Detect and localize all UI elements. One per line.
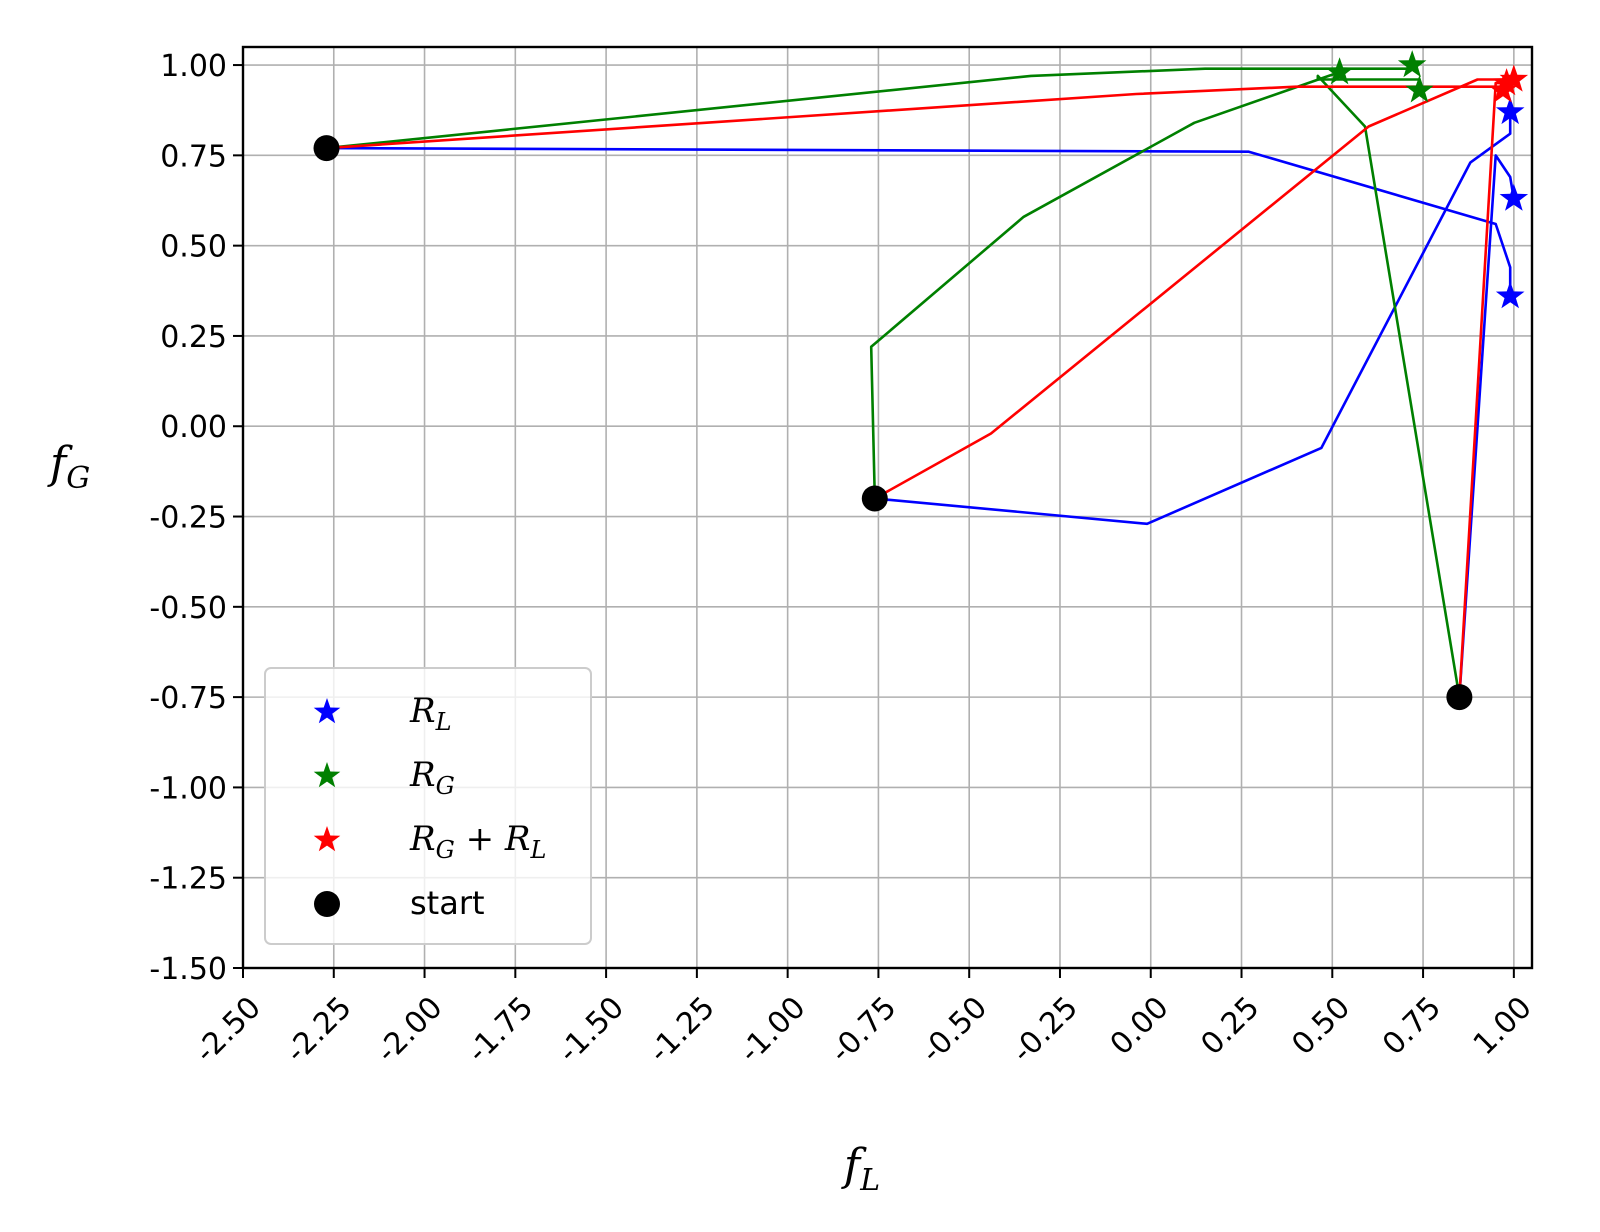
legend-marker-rg bbox=[313, 762, 341, 788]
series-line-rl bbox=[326, 146, 1512, 297]
legend-marker-rl bbox=[313, 698, 341, 724]
start-point bbox=[313, 135, 340, 162]
y-tick-label: -0.50 bbox=[149, 591, 227, 626]
y-tick-label: 0.75 bbox=[160, 139, 227, 174]
y-tick-label: 1.00 bbox=[160, 49, 227, 84]
legend-marker-start bbox=[314, 891, 340, 917]
end-marker-rgl bbox=[1492, 68, 1521, 96]
end-marker-rl bbox=[1495, 281, 1525, 309]
legend-box bbox=[264, 667, 592, 945]
legend-marker-rgl bbox=[313, 826, 341, 852]
end-marker-rg bbox=[1405, 75, 1434, 103]
y-tick-label: -1.50 bbox=[149, 952, 227, 987]
y-tick-label: -0.75 bbox=[149, 681, 227, 716]
y-tick-label: -1.25 bbox=[149, 862, 227, 897]
end-marker-rl bbox=[1495, 97, 1525, 125]
y-tick-label: -1.00 bbox=[149, 771, 227, 806]
legend: RL RG RG + RL start bbox=[264, 667, 592, 945]
end-marker-rl bbox=[1499, 183, 1529, 211]
ticks bbox=[233, 64, 1515, 978]
y-tick-label: 0.00 bbox=[160, 410, 227, 445]
legend-markers bbox=[313, 698, 341, 917]
end-marker-rg bbox=[1397, 50, 1427, 78]
markers bbox=[313, 50, 1529, 711]
legend-label-rgl: RG + RL bbox=[409, 819, 546, 864]
end-marker-rgl bbox=[1499, 64, 1529, 92]
series-line-rg bbox=[869, 71, 1341, 499]
end-marker-rg bbox=[1325, 57, 1354, 85]
legend-label-start: start bbox=[410, 884, 485, 922]
y-tick-label: -0.25 bbox=[149, 501, 227, 536]
y-tick-label: 0.50 bbox=[160, 230, 227, 265]
series-line-rgl bbox=[874, 78, 1514, 500]
plot-frame bbox=[241, 45, 1534, 970]
series-line-rl bbox=[1458, 154, 1516, 698]
y-tick-label: 0.25 bbox=[160, 320, 227, 355]
start-point bbox=[861, 485, 888, 512]
start-point bbox=[1446, 684, 1473, 711]
